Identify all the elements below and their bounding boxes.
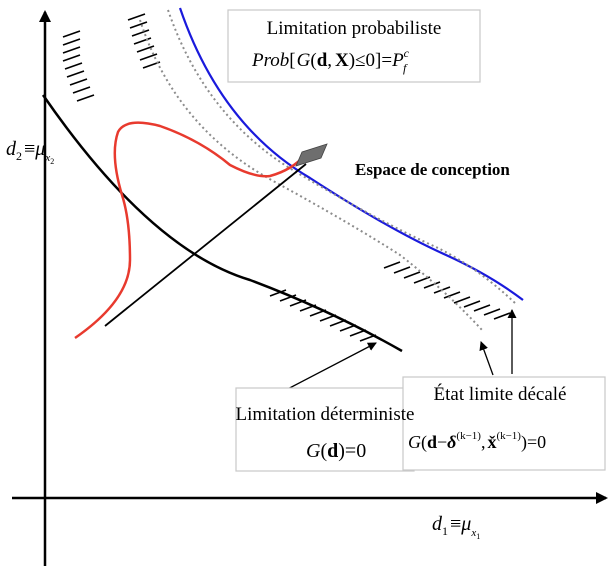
shifted-pointer-arrow-left [479, 341, 494, 376]
pdf-contour-curve [74, 121, 306, 340]
shifted-limit-curve-inner [139, 19, 483, 331]
shifted-label-box [402, 376, 606, 471]
deterministic-hatching-bottom [269, 289, 377, 342]
deterministic-hatching-top [62, 30, 95, 102]
probabilistic-title: Limitation probabiliste [267, 18, 442, 39]
design-space-label: Espace de conception [355, 160, 510, 179]
probabilistic-formula: Prob[G(d, X)≤0]=Pc f [251, 46, 410, 75]
probabilistic-hatching-bottom [383, 261, 511, 320]
deterministic-title: Limitation déterministe [236, 404, 415, 425]
deterministic-limit-curve [41, 94, 403, 353]
x-axis-label: d1 ≡μx1 [432, 513, 480, 541]
shifted-limit-curve-outer [167, 9, 516, 304]
probabilistic-hatching-top [127, 13, 161, 69]
shifted-title: État limite décalé [434, 383, 567, 405]
tangent-line [104, 163, 307, 327]
deterministic-formula: G(d)=0 [306, 440, 366, 462]
probabilistic-label-box [227, 9, 481, 83]
y-axis-label: d2 ≡μx2 [6, 138, 54, 166]
optimum-marker [295, 143, 328, 167]
deterministic-pointer-arrow [279, 342, 377, 394]
shifted-formula: G(d−δ(k−1), x̌(k−1))=0 [408, 430, 546, 453]
